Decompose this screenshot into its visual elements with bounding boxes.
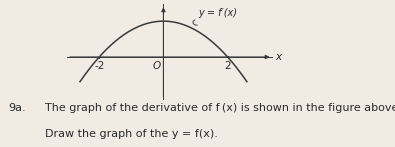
Text: -2: -2: [94, 61, 104, 71]
Text: The graph of the derivative of f (x) is shown in the figure above.: The graph of the derivative of f (x) is …: [45, 103, 395, 113]
Text: Draw the graph of the y = f(x).: Draw the graph of the y = f(x).: [45, 129, 218, 139]
Text: 9a.: 9a.: [8, 103, 26, 113]
Text: 2: 2: [224, 61, 231, 71]
Text: y = f′(x): y = f′(x): [199, 8, 238, 18]
Text: x: x: [275, 52, 281, 62]
Text: O: O: [153, 61, 161, 71]
